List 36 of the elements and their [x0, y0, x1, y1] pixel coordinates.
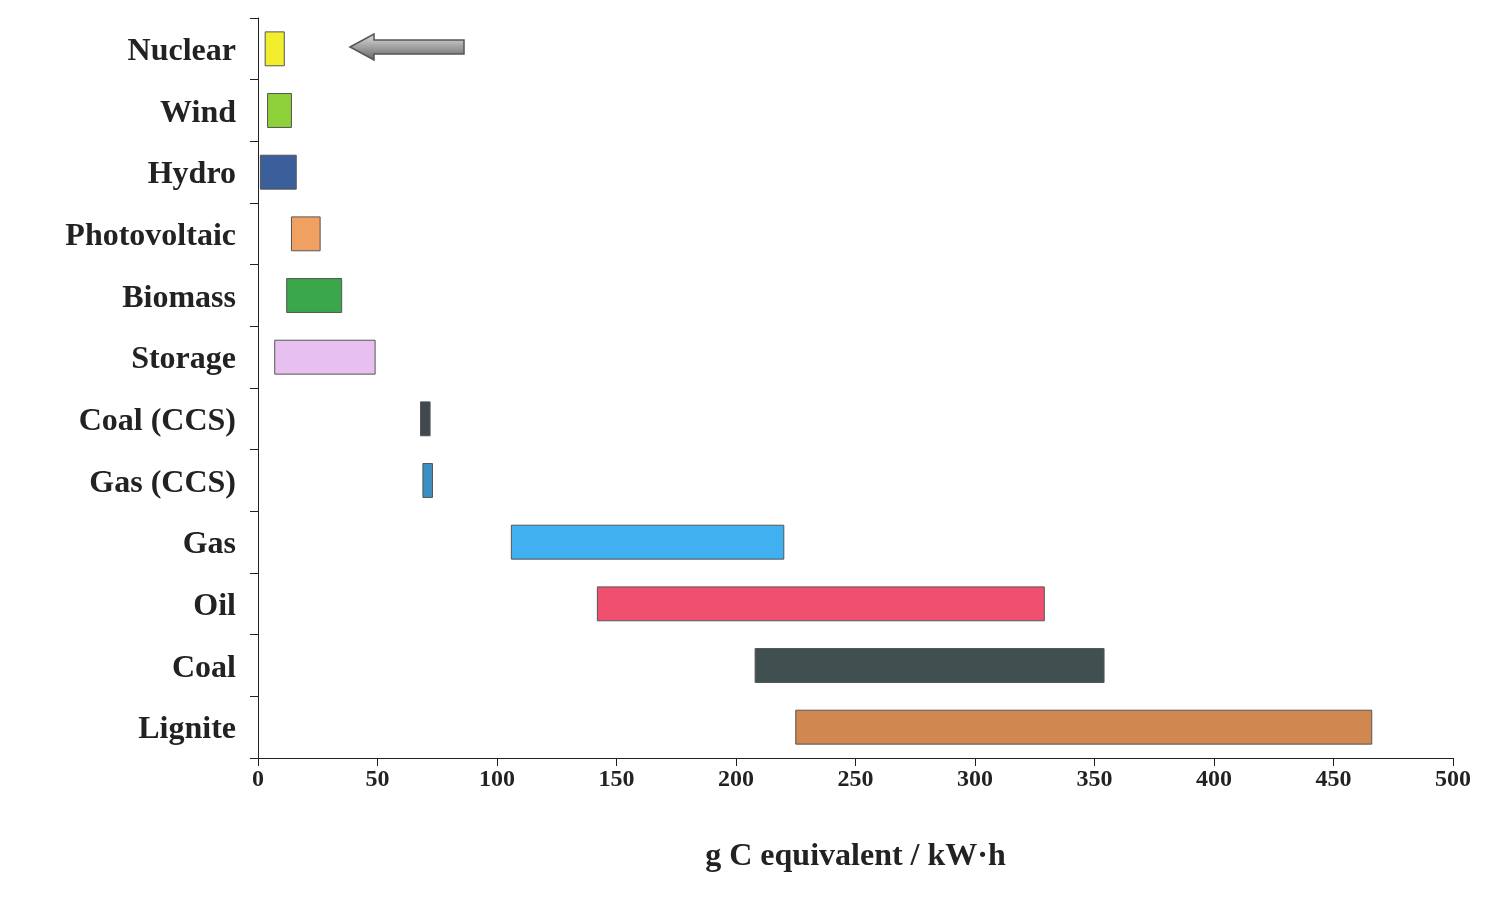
bar: [420, 401, 431, 437]
y-tick-label: Storage: [131, 339, 236, 376]
x-tick-label: 350: [1076, 765, 1113, 791]
bar: [274, 339, 376, 375]
bar: [422, 463, 433, 498]
x-tick-label: 0: [252, 765, 264, 791]
x-tick-label: 500: [1435, 765, 1471, 791]
x-axis-title: g C equivalent / kW·h: [705, 836, 1006, 872]
y-tick-label: Biomass: [122, 277, 236, 314]
bar: [596, 586, 1045, 622]
x-tick-label: 450: [1315, 765, 1352, 791]
x-tick-label: 100: [479, 765, 515, 791]
bar: [259, 154, 297, 190]
y-tick-label: Coal (CCS): [78, 400, 236, 437]
y-tick-label: Gas (CCS): [89, 462, 236, 499]
bar: [795, 709, 1373, 745]
y-tick-label: Coal: [172, 647, 237, 684]
y-tick-label: Nuclear: [127, 30, 236, 67]
y-tick-label: Wind: [160, 92, 237, 129]
x-tick-label: 250: [837, 765, 874, 791]
bar: [267, 93, 292, 128]
x-tick-label: 400: [1196, 765, 1232, 791]
x-tick-label: 50: [365, 765, 390, 791]
y-tick-label: Oil: [193, 585, 237, 622]
bar: [510, 524, 785, 560]
y-tick-label: Gas: [182, 524, 236, 561]
bar: [290, 216, 321, 252]
y-tick-label: Lignite: [138, 709, 236, 746]
bar: [264, 31, 285, 67]
bar: [286, 278, 343, 313]
x-tick-label: 200: [718, 765, 754, 791]
bar: [754, 648, 1105, 683]
y-tick-label: Photovoltaic: [65, 215, 236, 252]
x-tick-label: 300: [957, 765, 993, 791]
x-tick-label: 150: [598, 765, 635, 791]
y-tick-label: Hydro: [147, 154, 236, 191]
